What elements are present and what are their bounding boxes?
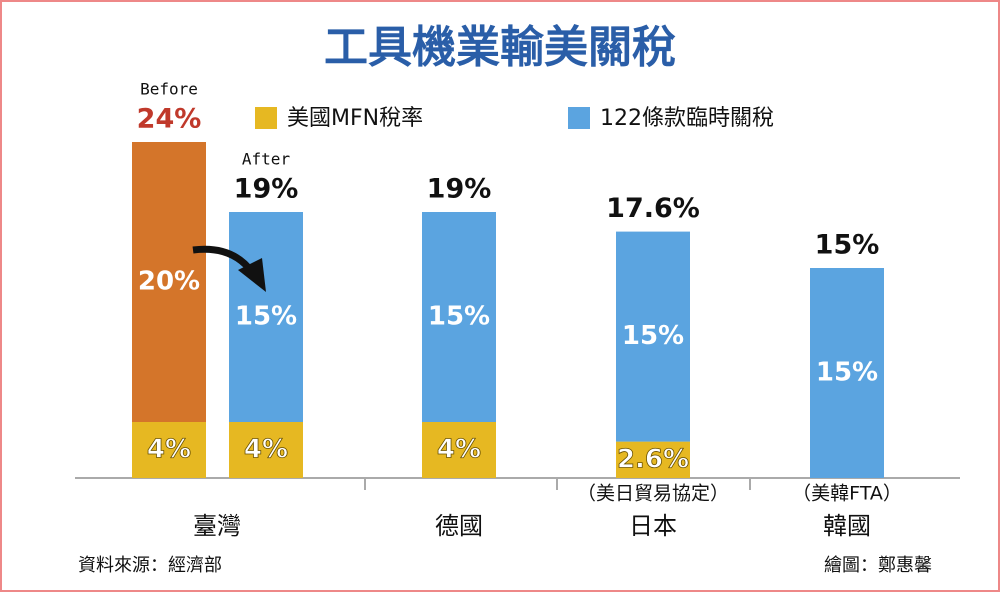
bar-segment <box>132 422 206 478</box>
bar-segment <box>132 142 206 422</box>
bar-annotation: Before <box>140 80 198 99</box>
credit: 繪圖：鄭惠馨 <box>824 555 932 576</box>
bar-segment <box>229 422 303 478</box>
segment-label: 2.6% <box>617 444 689 474</box>
total-label: 19% <box>427 174 492 205</box>
bar-annotation: After <box>242 150 291 169</box>
segment-label: 15% <box>235 302 297 332</box>
segment-label: 15% <box>622 321 684 351</box>
arrow-head <box>238 258 266 292</box>
segment-label: 15% <box>816 358 878 388</box>
x-tick-label: 韓國 <box>823 512 871 540</box>
group-label: 臺灣 <box>193 512 241 540</box>
bar-segment <box>422 212 496 422</box>
segment-label: 15% <box>428 302 490 332</box>
legend-label: 122條款臨時關稅 <box>600 106 774 131</box>
category-note: （美韓FTA） <box>792 483 902 505</box>
bar-segment <box>616 231 690 442</box>
bar-segment <box>422 422 496 478</box>
category-note: （美日貿易協定） <box>577 483 729 505</box>
segment-label: 4% <box>147 435 191 465</box>
source: 資料來源：經濟部 <box>78 555 222 576</box>
segment-label: 20% <box>138 267 200 297</box>
segment-label: 4% <box>244 435 288 465</box>
bar-segment <box>616 441 690 478</box>
total-label: 15% <box>815 230 880 261</box>
segment-label: 4% <box>437 435 481 465</box>
legend-swatch <box>568 107 590 129</box>
x-tick-label: 德國 <box>435 512 483 540</box>
bar-segment <box>810 268 884 478</box>
total-label: 17.6% <box>606 193 700 224</box>
chart-title: 工具機業輸美關稅 <box>324 22 676 73</box>
legend-swatch <box>255 107 277 129</box>
x-tick-label: 日本 <box>629 512 677 540</box>
bar-segment <box>229 212 303 422</box>
total-label: 24% <box>137 104 202 135</box>
legend-label: 美國MFN稅率 <box>287 106 423 131</box>
total-label: 19% <box>234 174 299 205</box>
